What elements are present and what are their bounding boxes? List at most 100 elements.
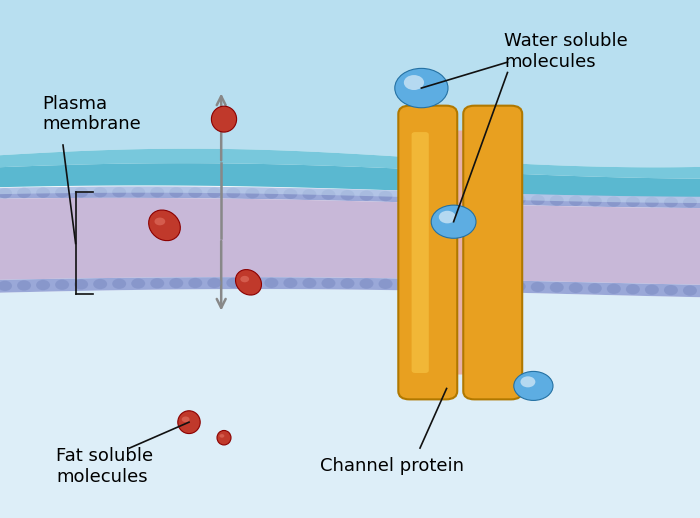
Circle shape bbox=[435, 280, 449, 290]
FancyBboxPatch shape bbox=[463, 106, 522, 399]
Circle shape bbox=[0, 281, 12, 291]
Circle shape bbox=[321, 190, 335, 200]
Circle shape bbox=[514, 371, 553, 400]
Circle shape bbox=[404, 75, 424, 90]
Circle shape bbox=[265, 189, 279, 199]
Text: Fat soluble
molecules: Fat soluble molecules bbox=[56, 447, 153, 485]
Circle shape bbox=[521, 377, 536, 387]
Circle shape bbox=[588, 283, 602, 294]
Circle shape bbox=[550, 282, 564, 293]
Ellipse shape bbox=[217, 430, 231, 445]
Circle shape bbox=[284, 189, 298, 199]
Circle shape bbox=[188, 278, 202, 288]
Circle shape bbox=[454, 193, 468, 203]
Polygon shape bbox=[0, 198, 700, 285]
Circle shape bbox=[55, 280, 69, 290]
Polygon shape bbox=[0, 149, 700, 179]
Circle shape bbox=[416, 192, 430, 202]
Polygon shape bbox=[0, 277, 700, 298]
Circle shape bbox=[664, 285, 678, 295]
Circle shape bbox=[0, 188, 12, 198]
Circle shape bbox=[607, 196, 621, 207]
FancyBboxPatch shape bbox=[398, 106, 457, 399]
Circle shape bbox=[17, 280, 31, 291]
Circle shape bbox=[302, 189, 316, 199]
Circle shape bbox=[36, 188, 50, 198]
Circle shape bbox=[550, 195, 564, 206]
Circle shape bbox=[169, 278, 183, 289]
Circle shape bbox=[207, 278, 221, 288]
Circle shape bbox=[645, 284, 659, 295]
Circle shape bbox=[265, 278, 279, 288]
Circle shape bbox=[150, 187, 164, 197]
Circle shape bbox=[131, 278, 145, 289]
Polygon shape bbox=[0, 186, 700, 203]
Text: Plasma
membrane: Plasma membrane bbox=[42, 95, 141, 133]
Circle shape bbox=[493, 194, 507, 204]
Polygon shape bbox=[0, 163, 700, 198]
Circle shape bbox=[17, 188, 31, 198]
Circle shape bbox=[683, 197, 697, 208]
Ellipse shape bbox=[182, 416, 190, 422]
Circle shape bbox=[360, 279, 374, 289]
FancyBboxPatch shape bbox=[438, 131, 482, 375]
Ellipse shape bbox=[220, 434, 224, 438]
Circle shape bbox=[569, 196, 583, 206]
Ellipse shape bbox=[235, 269, 262, 295]
Circle shape bbox=[645, 197, 659, 207]
Circle shape bbox=[112, 187, 126, 197]
Circle shape bbox=[531, 282, 545, 292]
Polygon shape bbox=[0, 289, 700, 518]
Circle shape bbox=[512, 281, 526, 292]
Circle shape bbox=[284, 278, 298, 288]
Circle shape bbox=[207, 188, 221, 198]
Ellipse shape bbox=[211, 106, 237, 132]
Circle shape bbox=[683, 285, 697, 296]
Circle shape bbox=[435, 192, 449, 203]
FancyBboxPatch shape bbox=[412, 132, 428, 373]
Text: Channel protein: Channel protein bbox=[320, 457, 464, 475]
Polygon shape bbox=[0, 186, 700, 208]
Ellipse shape bbox=[155, 218, 165, 225]
Circle shape bbox=[569, 283, 583, 293]
Circle shape bbox=[74, 279, 88, 290]
Circle shape bbox=[395, 68, 448, 108]
Circle shape bbox=[55, 188, 69, 198]
Circle shape bbox=[431, 205, 476, 238]
Circle shape bbox=[626, 197, 640, 207]
Circle shape bbox=[512, 194, 526, 205]
Circle shape bbox=[246, 278, 260, 288]
Circle shape bbox=[226, 278, 240, 288]
Circle shape bbox=[169, 187, 183, 197]
Circle shape bbox=[398, 279, 412, 290]
Circle shape bbox=[188, 188, 202, 198]
Circle shape bbox=[398, 191, 412, 202]
Circle shape bbox=[226, 188, 240, 198]
Circle shape bbox=[439, 211, 456, 223]
Circle shape bbox=[340, 190, 354, 200]
Circle shape bbox=[588, 196, 602, 206]
Circle shape bbox=[607, 284, 621, 294]
Circle shape bbox=[246, 188, 260, 198]
Circle shape bbox=[74, 187, 88, 197]
Circle shape bbox=[36, 280, 50, 290]
Circle shape bbox=[302, 278, 316, 288]
Ellipse shape bbox=[178, 411, 200, 434]
Circle shape bbox=[360, 191, 374, 201]
Circle shape bbox=[112, 279, 126, 289]
Circle shape bbox=[150, 278, 164, 289]
Circle shape bbox=[626, 284, 640, 294]
Circle shape bbox=[321, 278, 335, 289]
Circle shape bbox=[340, 278, 354, 289]
Circle shape bbox=[493, 281, 507, 291]
Circle shape bbox=[131, 187, 145, 197]
Circle shape bbox=[379, 279, 393, 289]
Polygon shape bbox=[0, 0, 700, 167]
Text: Water soluble
molecules: Water soluble molecules bbox=[504, 33, 628, 71]
Ellipse shape bbox=[148, 210, 181, 241]
Circle shape bbox=[93, 279, 107, 289]
Circle shape bbox=[93, 187, 107, 197]
Ellipse shape bbox=[240, 276, 249, 282]
Circle shape bbox=[474, 280, 488, 291]
Circle shape bbox=[531, 195, 545, 205]
